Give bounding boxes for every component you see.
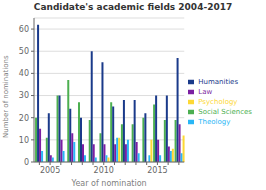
svg-text:30: 30	[19, 91, 29, 100]
svg-text:40: 40	[19, 69, 29, 78]
svg-text:20: 20	[19, 114, 29, 123]
html-text:Theology: Theology	[198, 118, 231, 126]
html-text:Humanities: Humanities	[198, 78, 239, 86]
svg-text:2005: 2005	[40, 166, 60, 175]
svg-text:Year of nomination: Year of nomination	[71, 179, 147, 188]
svg-text:2015: 2015	[147, 166, 167, 175]
svg-text:Number of nominations: Number of nominations	[8, 55, 10, 138]
svg-text:0: 0	[24, 158, 29, 167]
svg-text:50: 50	[19, 47, 29, 56]
html-text:Social Sciences: Social Sciences	[198, 108, 252, 116]
svg-text:2010: 2010	[94, 166, 114, 175]
html-text:Law: Law	[198, 88, 213, 96]
svg-text:10: 10	[19, 136, 29, 145]
svg-text:60: 60	[19, 25, 29, 34]
html-text:Psychology: Psychology	[198, 98, 238, 106]
html-text:Candidate's academic fields 20: Candidate's academic fields 2004-2017	[33, 2, 233, 12]
